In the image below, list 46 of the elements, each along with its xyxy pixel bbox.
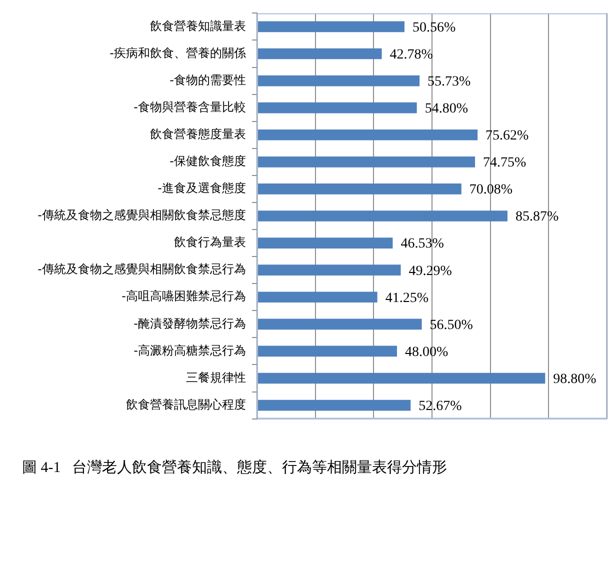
data-label: 74.75% <box>483 156 527 171</box>
y-tick-label: 三餐規律性 <box>186 370 246 384</box>
data-label: 98.80% <box>553 372 597 387</box>
data-label: 46.53% <box>400 236 444 252</box>
bar <box>258 264 401 276</box>
data-label: 70.08% <box>469 182 513 198</box>
y-tick-label: -高澱粉高糖禁忌行為 <box>134 343 246 358</box>
bar <box>258 156 476 168</box>
data-label: 52.67% <box>418 398 462 414</box>
y-tick-label: 飲食行為量表 <box>174 235 246 250</box>
data-label: 56.50% <box>430 318 474 333</box>
data-label: 41.25% <box>385 290 429 306</box>
y-tick-label: -食物與營養含量比較 <box>134 100 246 114</box>
data-label: 42.78% <box>390 47 434 62</box>
data-label: 85.87% <box>515 210 559 225</box>
bar <box>258 210 508 222</box>
text: 圖 4-1 台灣老人飲食營養知識、態度、行為等相關量表得分情形 <box>22 458 447 477</box>
bar <box>258 102 417 114</box>
data-label: 48.00% <box>405 344 448 360</box>
data-label: 75.62% <box>486 128 530 144</box>
data-label: 50.56% <box>412 20 456 36</box>
y-tick-label: -高咀高嚥困難禁忌行為 <box>122 289 246 304</box>
y-tick-label: -疾病和飲食、營養的關係 <box>110 46 246 60</box>
bar <box>258 48 382 60</box>
y-tick-label: 飲食營養態度量表 <box>150 127 246 142</box>
bar <box>258 292 378 303</box>
bar <box>258 184 462 194</box>
bar <box>258 346 397 357</box>
bar <box>258 400 411 411</box>
data-label: 55.73% <box>428 74 472 90</box>
bar <box>258 129 478 140</box>
bar <box>258 372 546 384</box>
y-tick-label: 飲食營養訊息關心程度 <box>126 397 246 412</box>
bar <box>258 21 404 32</box>
y-tick-label: 飲食營養知識量表 <box>150 18 246 33</box>
y-tick-label: -食物的需要性 <box>170 72 246 87</box>
data-label: 49.29% <box>408 264 452 279</box>
y-tick-label: -傳統及食物之感覺與相關飲食禁忌態度 <box>38 208 246 222</box>
y-tick-label: -進食及選食態度 <box>158 181 246 196</box>
bar <box>258 318 422 330</box>
y-tick-label: -醃漬發酵物禁忌行為 <box>134 316 246 330</box>
bar <box>258 238 393 248</box>
data-label: 54.80% <box>424 102 468 117</box>
y-tick-label: -傳統及食物之感覺與相關飲食禁忌行為 <box>38 262 246 276</box>
bar <box>258 75 420 86</box>
y-tick-label: -保健飲食態度 <box>170 154 246 168</box>
